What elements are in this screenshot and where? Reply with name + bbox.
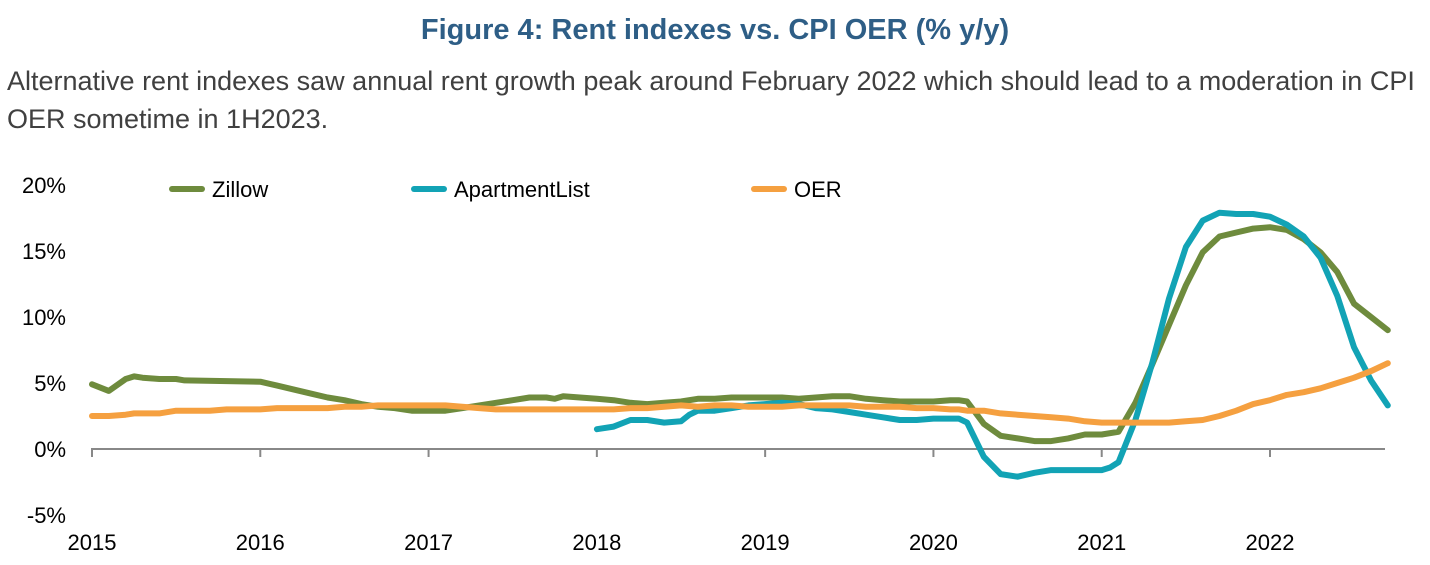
y-tick-label: 0%	[34, 437, 66, 462]
y-tick-label: 10%	[22, 305, 66, 330]
x-tick-label: 2015	[68, 530, 117, 555]
y-tick-label: 20%	[22, 173, 66, 198]
legend-label-apartmentlist: ApartmentList	[454, 177, 590, 202]
y-tick-label: 5%	[34, 371, 66, 396]
legend-label-zillow: Zillow	[212, 177, 268, 202]
x-tick-label: 2021	[1077, 530, 1126, 555]
x-tick-label: 2018	[572, 530, 621, 555]
y-tick-label: -5%	[27, 503, 66, 528]
x-tick-label: 2020	[909, 530, 958, 555]
chart-series	[89, 209, 1391, 480]
x-tick-label: 2016	[236, 530, 285, 555]
chart-axes: 2015 2016 2017 2018 2019 2020 2021 2022 -5% 0% 5% 1…	[22, 173, 1385, 555]
y-tick-label: 15%	[22, 239, 66, 264]
series-line-oer	[89, 360, 1391, 426]
x-tick-label: 2022	[1246, 530, 1295, 555]
chart-subtitle: Alternative rent indexes saw annual rent…	[7, 66, 1415, 134]
series-line-zillow	[89, 224, 1391, 445]
chart-title: Figure 4: Rent indexes vs. CPI OER (% y/…	[420, 14, 1010, 46]
x-tick-label: 2017	[404, 530, 453, 555]
chart-legend: Zillow ApartmentList OER	[169, 177, 842, 202]
series-line-apartmentlist	[593, 209, 1391, 480]
legend-label-oer: OER	[794, 177, 842, 202]
x-tick-label: 2019	[741, 530, 790, 555]
